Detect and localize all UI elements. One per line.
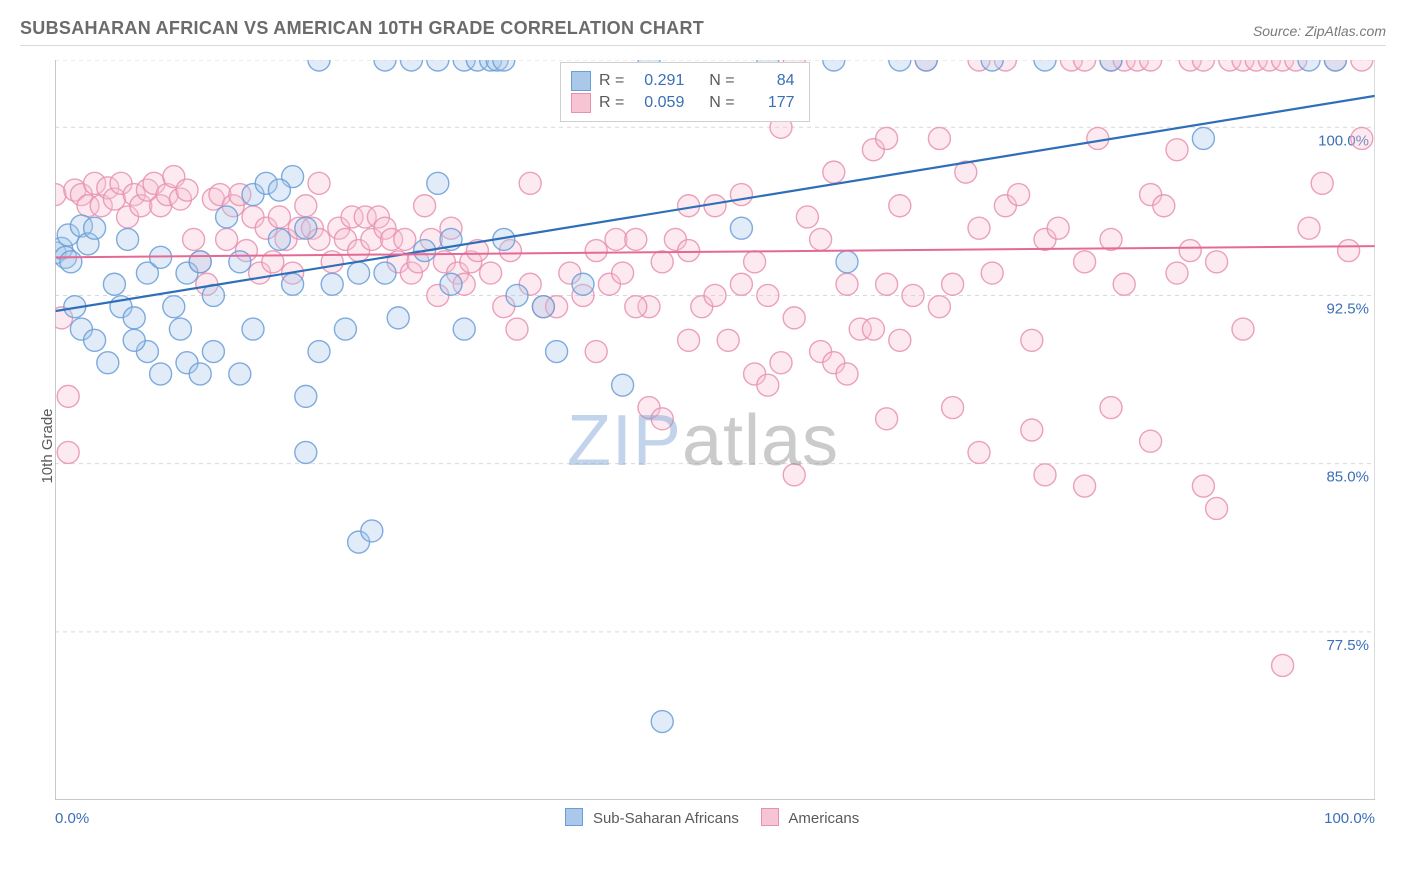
stat-n-value: 84	[743, 72, 795, 90]
legend-swatch-icon	[565, 808, 583, 826]
y-axis-label: 10th Grade	[39, 408, 56, 483]
svg-text:92.5%: 92.5%	[1326, 300, 1369, 317]
stat-legend-row: R = 0.059 N = 177	[571, 93, 795, 113]
stat-r-value: 0.059	[632, 94, 684, 112]
legend-swatch-icon	[571, 71, 591, 91]
chart-title: SUBSAHARAN AFRICAN VS AMERICAN 10TH GRAD…	[20, 18, 704, 39]
stat-r-label: R =	[599, 72, 624, 90]
legend-swatch-icon	[761, 808, 779, 826]
stat-n-value: 177	[743, 94, 795, 112]
stat-legend-row: R = 0.291 N = 84	[571, 71, 795, 91]
series-legend: Sub-Saharan Africans Americans	[0, 808, 1406, 827]
chart-source: Source: ZipAtlas.com	[1253, 23, 1386, 39]
stat-n-label: N =	[709, 72, 734, 90]
chart-header: SUBSAHARAN AFRICAN VS AMERICAN 10TH GRAD…	[20, 18, 1386, 46]
stat-r-value: 0.291	[632, 72, 684, 90]
scatter-svg: 77.5%85.0%92.5%100.0%	[55, 60, 1375, 800]
plot-area: 77.5%85.0%92.5%100.0%	[55, 60, 1375, 800]
stat-n-label: N =	[709, 94, 734, 112]
stat-legend: R = 0.291 N = 84 R = 0.059 N = 177	[560, 62, 810, 122]
legend-label: Americans	[788, 810, 859, 827]
svg-text:85.0%: 85.0%	[1326, 469, 1369, 486]
legend-swatch-icon	[571, 93, 591, 113]
legend-label: Sub-Saharan Africans	[593, 810, 739, 827]
svg-text:77.5%: 77.5%	[1326, 637, 1369, 654]
stat-r-label: R =	[599, 94, 624, 112]
